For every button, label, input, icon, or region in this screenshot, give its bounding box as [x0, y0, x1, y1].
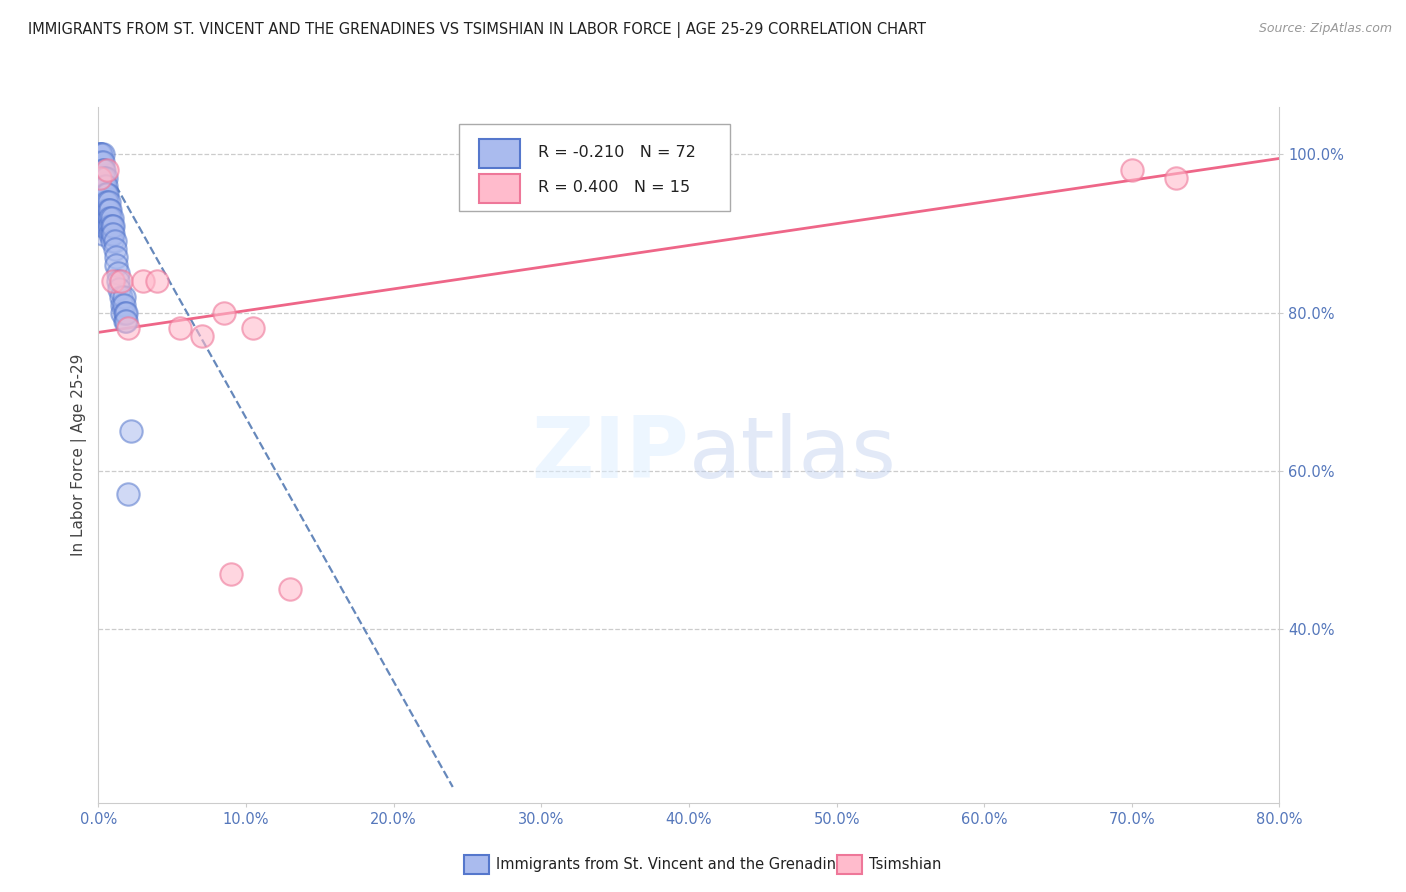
Point — [89, 171, 111, 186]
Point — [94, 194, 117, 209]
Point — [97, 219, 120, 233]
Point — [111, 298, 134, 312]
Point — [93, 179, 115, 194]
Text: IMMIGRANTS FROM ST. VINCENT AND THE GRENADINES VS TSIMSHIAN IN LABOR FORCE | AGE: IMMIGRANTS FROM ST. VINCENT AND THE GREN… — [28, 22, 927, 38]
Point — [91, 211, 114, 225]
Point — [103, 219, 125, 233]
Point — [117, 321, 139, 335]
Point — [112, 290, 135, 304]
Point — [93, 194, 115, 209]
Point — [91, 219, 114, 233]
Point — [219, 566, 242, 581]
Point — [96, 211, 118, 225]
Text: Source: ZipAtlas.com: Source: ZipAtlas.com — [1258, 22, 1392, 36]
Point — [93, 219, 115, 233]
Bar — [478, 174, 520, 203]
Point — [242, 321, 264, 335]
Point — [97, 202, 120, 217]
Point — [278, 582, 302, 597]
Point — [90, 187, 112, 202]
Point — [89, 147, 111, 161]
Point — [90, 171, 112, 186]
Point — [91, 171, 114, 186]
Point — [89, 155, 111, 169]
FancyBboxPatch shape — [458, 124, 730, 211]
Point — [110, 290, 132, 304]
Point — [114, 305, 136, 319]
Point — [91, 194, 114, 209]
Point — [98, 202, 121, 217]
Point — [115, 305, 138, 319]
Point — [103, 274, 125, 288]
Point — [90, 155, 112, 169]
Point — [107, 274, 129, 288]
Point — [94, 202, 117, 217]
Point — [120, 424, 142, 438]
Point — [100, 219, 122, 233]
Point — [107, 266, 129, 280]
Point — [91, 227, 114, 241]
Point — [108, 282, 131, 296]
Point — [103, 227, 125, 241]
Point — [110, 274, 132, 288]
Point — [93, 211, 115, 225]
Point — [115, 313, 138, 327]
Point — [100, 211, 122, 225]
Point — [114, 313, 136, 327]
Point — [91, 155, 114, 169]
Point — [96, 163, 118, 178]
Point — [146, 274, 169, 288]
Point — [93, 171, 115, 186]
Point — [1164, 171, 1187, 186]
Point — [111, 305, 134, 319]
Point — [91, 147, 114, 161]
Point — [94, 179, 117, 194]
Text: ZIP: ZIP — [531, 413, 689, 497]
Point — [96, 219, 118, 233]
Point — [100, 235, 122, 249]
Point — [96, 202, 118, 217]
Point — [94, 211, 117, 225]
Y-axis label: In Labor Force | Age 25-29: In Labor Force | Age 25-29 — [72, 354, 87, 556]
Point — [89, 171, 111, 186]
Text: Immigrants from St. Vincent and the Grenadines: Immigrants from St. Vincent and the Gren… — [496, 857, 853, 871]
Text: atlas: atlas — [689, 413, 897, 497]
Point — [98, 211, 121, 225]
Point — [117, 487, 139, 501]
Text: Tsimshian: Tsimshian — [869, 857, 941, 871]
Point — [105, 258, 128, 272]
Point — [94, 187, 117, 202]
Text: R = -0.210   N = 72: R = -0.210 N = 72 — [537, 145, 696, 161]
Point — [1121, 163, 1143, 178]
Point — [169, 321, 191, 335]
Bar — [478, 139, 520, 169]
Point — [132, 274, 155, 288]
Point — [91, 179, 114, 194]
Point — [90, 147, 112, 161]
Point — [93, 163, 115, 178]
Point — [100, 227, 122, 241]
Point — [97, 194, 120, 209]
Point — [98, 227, 121, 241]
Point — [191, 329, 214, 343]
Point — [94, 171, 117, 186]
Point — [96, 194, 118, 209]
Point — [91, 163, 114, 178]
Point — [91, 187, 114, 202]
Point — [93, 187, 115, 202]
Point — [96, 187, 118, 202]
Point — [104, 235, 127, 249]
Point — [212, 305, 235, 319]
Point — [112, 298, 135, 312]
Text: R = 0.400   N = 15: R = 0.400 N = 15 — [537, 180, 690, 195]
Point — [90, 179, 112, 194]
Point — [104, 243, 127, 257]
Point — [91, 202, 114, 217]
Point — [98, 219, 121, 233]
Point — [97, 211, 120, 225]
Point — [89, 147, 111, 161]
Point — [89, 147, 111, 161]
Point — [93, 202, 115, 217]
Point — [105, 250, 128, 264]
